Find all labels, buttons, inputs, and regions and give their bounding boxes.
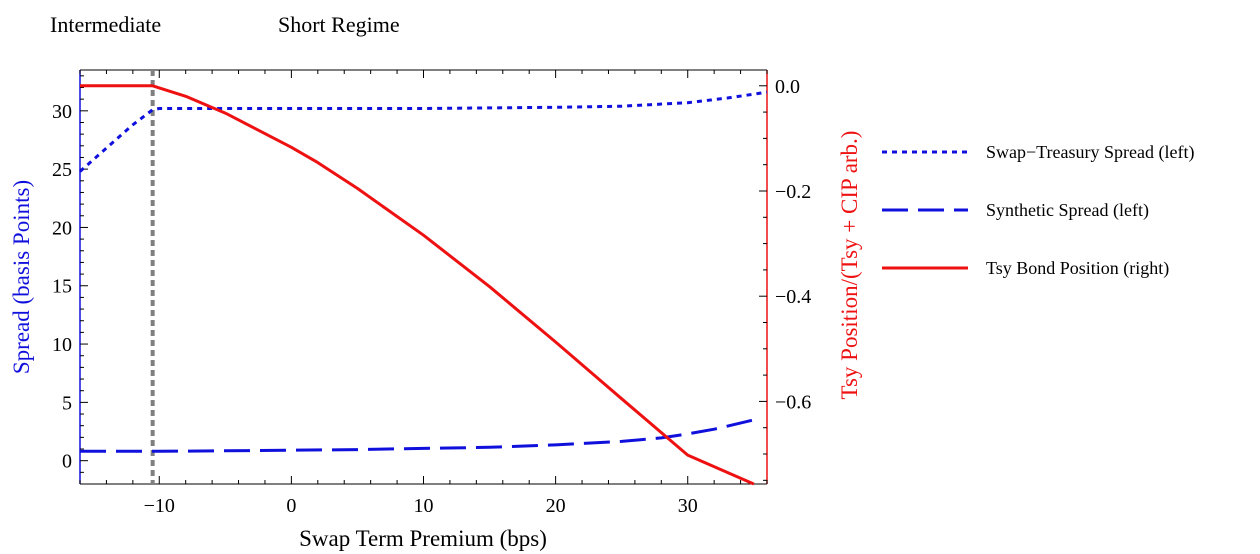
legend: Swap−Treasury Spread (left) Synthetic Spr… <box>882 142 1194 279</box>
y-right-tick-label: −0.2 <box>775 181 811 203</box>
legend-tsy-position-label: Tsy Bond Position (right) <box>986 258 1169 279</box>
axis-ticks: −10 0 10 20 30 0 5 10 15 20 25 30 0.0 −0.2 −0.4 −0.6 <box>52 70 811 517</box>
series-synthetic-spread <box>80 418 755 453</box>
x-axis-title: Swap Term Premium (bps) <box>299 526 547 551</box>
x-tick-label: 30 <box>678 495 698 517</box>
y-left-tick-label: 25 <box>52 159 72 181</box>
y-left-tick-label: 20 <box>52 217 72 239</box>
legend-synthetic-label: Synthetic Spread (left) <box>986 200 1149 221</box>
x-tick-label: 0 <box>286 495 296 517</box>
legend-swap-treasury-label: Swap−Treasury Spread (left) <box>986 142 1194 163</box>
x-tick-label: −10 <box>144 495 175 517</box>
y-left-tick-label: 10 <box>52 334 72 356</box>
y-left-tick-label: 5 <box>62 392 72 414</box>
y-left-tick-label: 0 <box>62 451 72 473</box>
x-tick-label: 10 <box>414 495 434 517</box>
series-swap-treasury-spread <box>79 90 768 173</box>
series-tsy-bond-position <box>80 84 755 486</box>
y-left-tick-label: 30 <box>52 101 72 123</box>
series-layer <box>79 84 768 486</box>
y-left-axis-title: Spread (basis Points) <box>9 180 34 374</box>
y-left-tick-label: 15 <box>52 276 72 298</box>
y-right-tick-label: −0.6 <box>775 391 811 413</box>
y-right-tick-label: −0.4 <box>775 286 811 308</box>
x-tick-label: 20 <box>546 495 566 517</box>
y-right-tick-label: 0.0 <box>775 76 800 98</box>
y-right-axis-title: Tsy Position/(Tsy + CIP arb.) <box>837 131 862 400</box>
regime-label-intermediate: Intermediate <box>50 12 161 37</box>
regime-label-short: Short Regime <box>278 12 400 37</box>
